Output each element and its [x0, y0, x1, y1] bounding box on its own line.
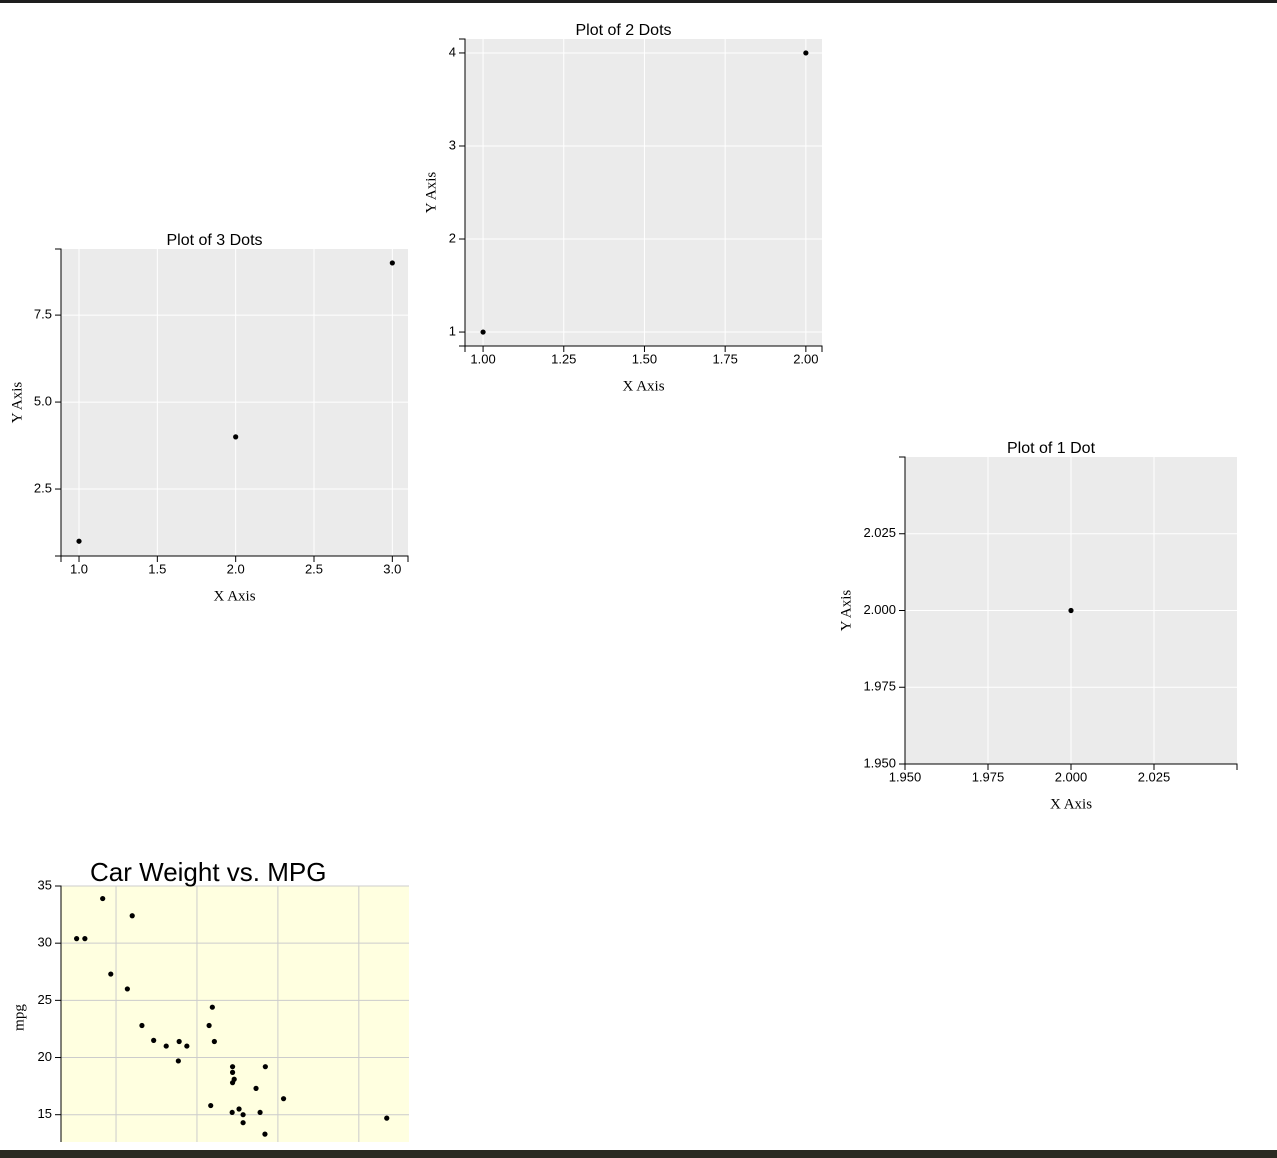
window-top-edge — [0, 0, 1277, 3]
data-point — [240, 1112, 246, 1118]
data-point — [209, 1004, 215, 1010]
y-tick-label: 4 — [449, 44, 456, 59]
x-tick-label: 1.975 — [972, 769, 1005, 784]
data-point — [262, 1131, 268, 1137]
chart-title: Plot of 1 Dot — [1007, 440, 1096, 457]
data-point — [384, 1115, 390, 1121]
y-axis-title: Y Axis — [9, 382, 25, 424]
data-point — [229, 1080, 236, 1086]
x-tick-label: 2.025 — [1138, 769, 1171, 784]
x-tick-label: 1.950 — [889, 769, 922, 784]
x-tick-label: 3.0 — [383, 561, 401, 576]
data-point — [211, 1038, 217, 1045]
x-axis-title: X Axis — [1050, 796, 1092, 812]
x-tick-label: 2.0 — [227, 561, 245, 576]
y-axis-title: Y Axis — [838, 590, 854, 632]
chart-title: Car Weight vs. MPG — [90, 857, 326, 887]
data-point — [233, 434, 239, 440]
y-tick-label: 35 — [38, 877, 52, 892]
y-tick-label: 1.975 — [863, 679, 896, 694]
chart-title: Plot of 2 Dots — [575, 22, 671, 39]
plot-background — [465, 39, 822, 346]
x-tick-label: 1.25 — [551, 351, 576, 366]
y-tick-label: 5.0 — [34, 394, 52, 409]
data-point — [184, 1043, 190, 1049]
x-tick-label: 1.0 — [70, 561, 88, 576]
data-point — [129, 913, 135, 919]
x-tick-label: 2.00 — [793, 351, 818, 366]
data-point — [175, 1058, 181, 1064]
data-point — [389, 260, 395, 266]
x-tick-label: 1.75 — [713, 351, 738, 366]
data-point — [229, 1064, 236, 1070]
x-axis-line — [464, 345, 823, 352]
y-tick-label: 2.025 — [863, 525, 896, 540]
x-tick-label: 2.5 — [305, 561, 323, 576]
data-point — [208, 1102, 214, 1109]
x-axis-title: X Axis — [213, 588, 255, 604]
x-tick-label: 1.00 — [470, 351, 495, 366]
y-axis-line — [899, 456, 906, 765]
data-point — [163, 1043, 169, 1049]
x-axis-line — [60, 555, 409, 562]
data-point — [82, 936, 88, 942]
data-point — [139, 1022, 145, 1029]
x-tick-label: 1.5 — [148, 561, 166, 576]
data-point — [176, 1038, 182, 1045]
y-tick-label: 15 — [38, 1106, 52, 1121]
y-tick-label: 2.5 — [34, 480, 52, 495]
data-point — [253, 1085, 259, 1091]
data-point — [280, 1096, 287, 1102]
y-axis-title: Y Axis — [423, 172, 439, 214]
y-tick-label: 25 — [38, 992, 52, 1007]
data-point — [76, 538, 82, 544]
y-tick-label: 20 — [38, 1049, 52, 1064]
data-point — [236, 1106, 242, 1112]
y-tick-label: 2.000 — [863, 602, 896, 617]
window-corner — [0, 1142, 1277, 1150]
data-point — [262, 1064, 268, 1070]
data-point — [124, 986, 130, 992]
y-tick-label: 3 — [449, 137, 456, 152]
y-tick-label: 1 — [449, 323, 456, 338]
x-tick-label: 1.50 — [632, 351, 657, 366]
data-point — [151, 1037, 157, 1043]
y-axis-line — [459, 38, 466, 347]
y-axis-line — [55, 885, 62, 1150]
x-axis-line — [904, 763, 1238, 770]
y-tick-label: 30 — [38, 935, 52, 950]
x-axis-title: X Axis — [622, 378, 664, 394]
y-tick-label: 1.950 — [863, 755, 896, 770]
data-point — [229, 1109, 235, 1116]
data-point — [74, 936, 80, 942]
data-point — [257, 1109, 263, 1116]
data-point — [108, 971, 114, 977]
chart-title: Plot of 3 Dots — [166, 232, 262, 249]
y-tick-label: 7.5 — [34, 307, 52, 322]
data-point — [1068, 607, 1074, 614]
data-point — [803, 50, 809, 56]
y-axis-line — [55, 248, 62, 557]
x-tick-label: 2.000 — [1055, 769, 1088, 784]
y-tick-label: 2 — [449, 230, 456, 245]
data-point — [480, 329, 486, 335]
data-point — [206, 1022, 212, 1029]
data-point — [229, 1069, 236, 1075]
data-point — [240, 1120, 246, 1126]
plot-background — [61, 886, 409, 1149]
y-axis-title: mpg — [11, 1004, 27, 1031]
window-bottom-edge — [0, 1142, 1277, 1158]
data-point — [100, 895, 106, 902]
